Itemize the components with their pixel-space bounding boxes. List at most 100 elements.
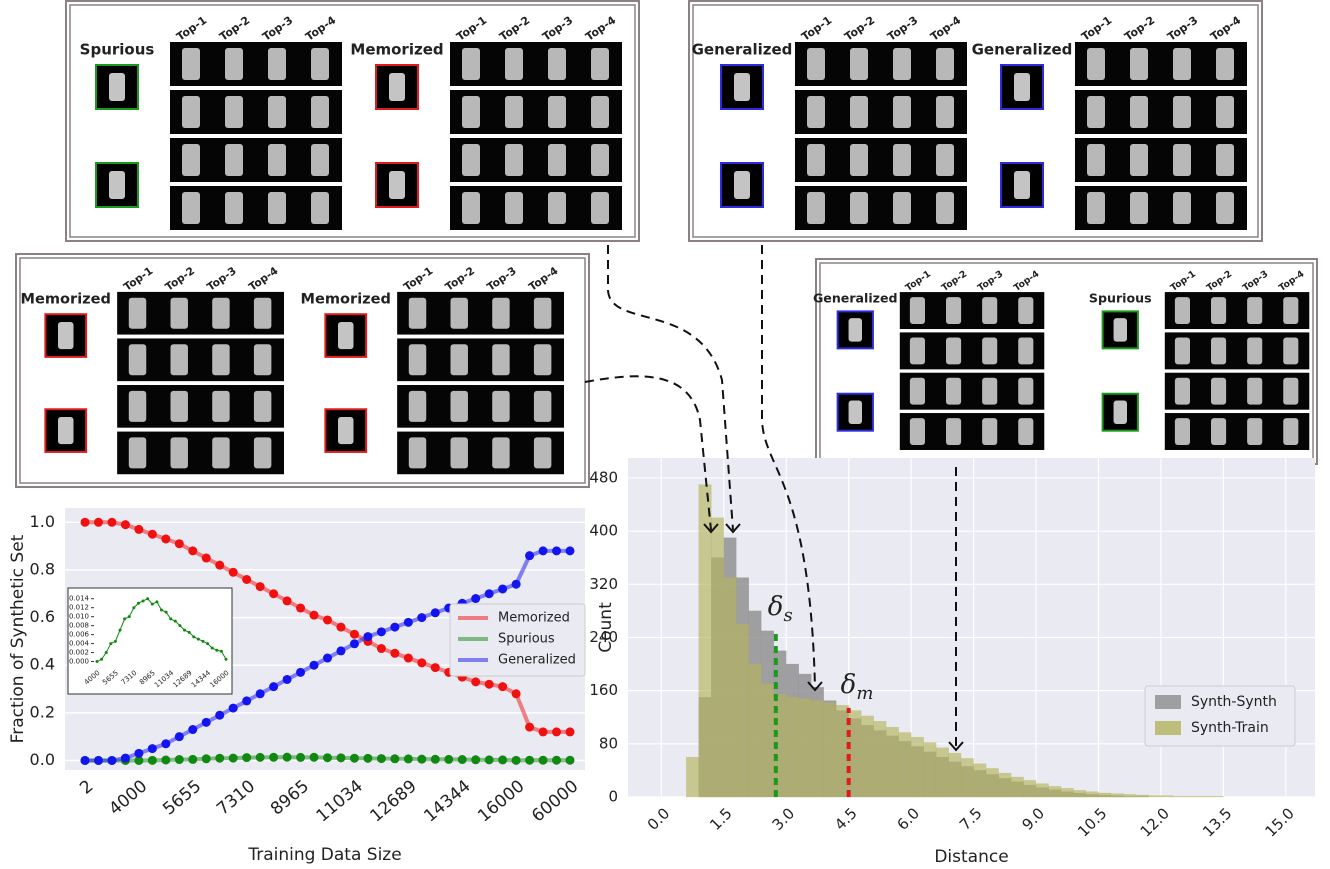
y-tick-label: 0.2: [30, 702, 55, 721]
result-item: [909, 297, 925, 324]
result-item: [408, 390, 427, 422]
result-item: [1130, 48, 1148, 80]
data-point: [323, 653, 332, 663]
data-point: [309, 660, 319, 670]
data-point: [196, 637, 200, 641]
result-item: [850, 48, 868, 80]
result-item: [1130, 96, 1148, 128]
query-item: [337, 417, 354, 445]
y-tick-label: 1.0: [30, 512, 55, 531]
data-point: [349, 753, 359, 763]
data-point: [169, 617, 173, 621]
arrow-head: [725, 523, 741, 534]
data-point: [192, 635, 196, 639]
result-item: [1216, 96, 1234, 128]
result-item: [982, 418, 998, 445]
data-point: [187, 630, 191, 634]
histogram-bar: [985, 768, 999, 798]
histogram-bar: [1060, 788, 1074, 798]
result-item: [1018, 418, 1034, 445]
y-tick-label: 0: [608, 788, 618, 806]
data-point: [376, 754, 386, 764]
histogram-bar: [798, 698, 812, 798]
data-point: [242, 753, 252, 763]
query-item: [57, 417, 74, 445]
data-point: [323, 753, 332, 763]
x-axis-label: Training Data Size: [247, 845, 401, 865]
data-point: [109, 642, 113, 646]
result-item: [253, 390, 272, 422]
data-point: [349, 629, 359, 639]
result-item: [268, 144, 286, 176]
histogram-bar: [935, 747, 949, 798]
histogram-bar: [1135, 794, 1149, 798]
histogram-bar: [1123, 794, 1137, 798]
result-item: [548, 96, 566, 128]
histogram-bar: [860, 715, 874, 798]
result-item: [1087, 48, 1105, 80]
result-item: [1247, 337, 1263, 365]
result-item: [408, 297, 427, 329]
y-tick-label: 0.014: [69, 595, 90, 603]
data-point: [511, 579, 521, 589]
histogram-bar: [760, 683, 774, 798]
result-item: [462, 96, 480, 128]
result-item: [548, 144, 566, 176]
histogram-bar: [1010, 776, 1024, 798]
result-item: [1173, 144, 1191, 176]
x-tick-label: 0.0: [644, 804, 674, 834]
query-item: [1014, 171, 1030, 199]
data-point: [336, 753, 346, 763]
query-item: [734, 73, 750, 101]
result-item: [1247, 297, 1263, 324]
data-point: [242, 696, 252, 706]
result-item: [1283, 418, 1299, 445]
histogram-bar: [1185, 796, 1199, 798]
y-tick-label: 0.004: [69, 640, 90, 648]
result-item: [182, 192, 200, 224]
result-item: [1247, 418, 1263, 445]
data-point: [538, 727, 548, 737]
query-item: [848, 318, 862, 342]
histogram-bar: [960, 758, 974, 798]
histogram-bar: [823, 702, 837, 798]
result-item: [850, 96, 868, 128]
data-point: [210, 646, 214, 650]
result-item: [1018, 377, 1034, 405]
result-item: [212, 297, 230, 329]
data-point: [363, 753, 373, 763]
threshold-label: δs: [768, 592, 793, 626]
data-point: [336, 646, 346, 656]
data-point: [201, 717, 211, 727]
data-point: [484, 755, 494, 765]
data-point: [417, 754, 427, 764]
data-point: [136, 601, 140, 605]
result-item: [1173, 192, 1191, 224]
data-point: [282, 674, 292, 684]
y-axis-label: Fraction of Synthetic Set: [8, 534, 28, 743]
data-point: [93, 755, 103, 765]
data-point: [430, 754, 440, 764]
result-item: [1247, 377, 1263, 405]
result-item: [311, 144, 329, 176]
data-point: [417, 658, 427, 668]
result-item: [1211, 377, 1227, 405]
histogram-bar: [1035, 783, 1049, 798]
panel-frame-inner: [19, 257, 586, 484]
data-point: [174, 755, 184, 765]
result-item: [850, 144, 868, 176]
result-item: [1087, 144, 1105, 176]
y-tick-label: 240: [589, 628, 618, 646]
data-point: [296, 603, 306, 613]
result-item: [268, 96, 286, 128]
legend-label: Synth-Synth: [1191, 694, 1277, 710]
x-tick-label: 3.0: [769, 804, 799, 834]
data-point: [269, 682, 279, 692]
histogram-bar: [711, 517, 725, 798]
data-point: [376, 644, 386, 654]
data-point: [147, 755, 157, 765]
data-point: [127, 615, 131, 619]
result-item: [225, 48, 243, 80]
data-point: [471, 594, 481, 604]
